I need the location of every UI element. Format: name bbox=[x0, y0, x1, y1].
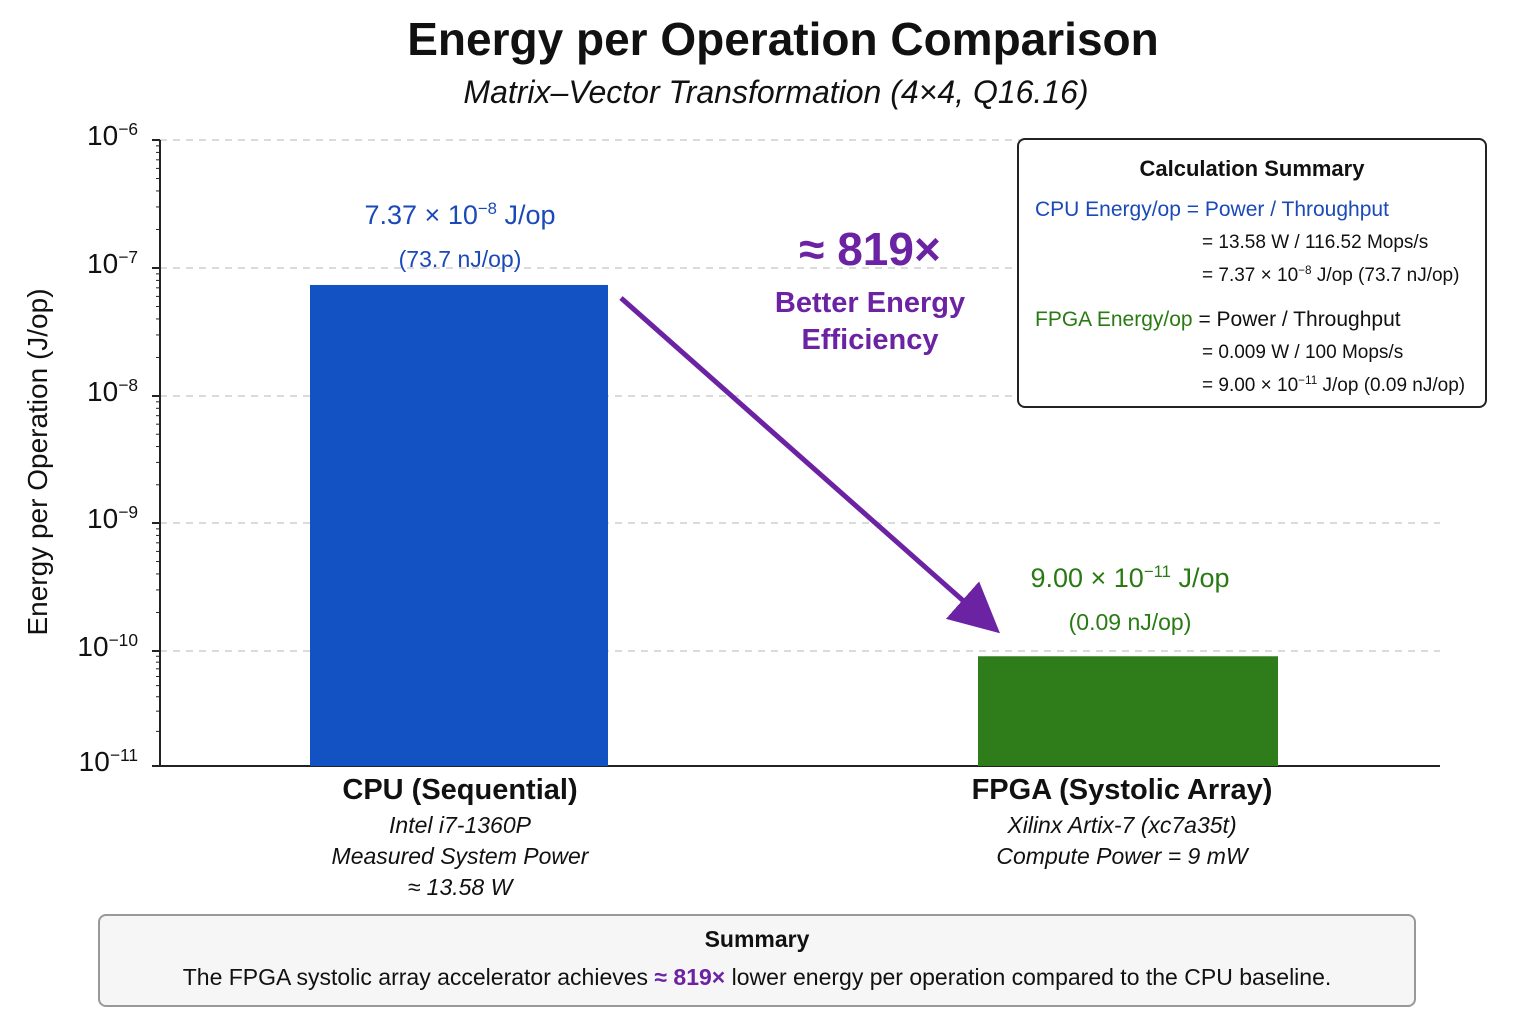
fpga-step2: = 9.00 × 10−11 J/op (0.09 nJ/op) bbox=[1202, 373, 1466, 396]
cpu-step2: = 7.37 × 10−8 J/op (73.7 nJ/op) bbox=[1202, 263, 1460, 286]
category-detail-cpu-1: Intel i7-1360P bbox=[389, 812, 531, 838]
fpga-formula-line: FPGA Energy/op = Power / Throughput bbox=[1035, 308, 1401, 332]
efficiency-ratio: ≈ 819× bbox=[799, 223, 941, 275]
bar-value-label-fpga: 9.00 × 10−11 J/op bbox=[1030, 561, 1230, 593]
category-detail-fpga-1: Xilinx Artix-7 (xc7a35t) bbox=[1007, 812, 1237, 838]
category-detail-cpu-3: ≈ 13.58 W bbox=[407, 874, 513, 900]
summary-highlight: ≈ 819× bbox=[654, 964, 726, 990]
bar-fpga bbox=[978, 656, 1278, 766]
summary-box: Summary The FPGA systolic array accelera… bbox=[98, 914, 1416, 1007]
cpu-step1: = 13.58 W / 116.52 Mops/s bbox=[1202, 232, 1429, 253]
chart-title: Energy per Operation Comparison bbox=[407, 13, 1159, 65]
bar-value-sub-cpu: (73.7 nJ/op) bbox=[398, 246, 522, 272]
category-fpga: FPGA (Systolic Array) Xilinx Artix-7 (xc… bbox=[922, 774, 1322, 869]
cpu-formula-line: CPU Energy/op = Power / Throughput bbox=[1035, 198, 1389, 222]
efficiency-caption: Better Energy Efficiency bbox=[720, 285, 1020, 359]
category-name-cpu: CPU (Sequential) bbox=[342, 774, 578, 806]
fpga-formula: = Power / Throughput bbox=[1198, 308, 1401, 331]
y-tick-label: 10−9 bbox=[87, 501, 138, 534]
y-tick-label: 10−7 bbox=[87, 246, 138, 279]
y-tick-label: 10−10 bbox=[77, 629, 138, 662]
summary-text: The FPGA systolic array accelerator achi… bbox=[182, 964, 1332, 990]
efficiency-caption-line2: Efficiency bbox=[801, 324, 939, 356]
calculation-summary-box: Calculation Summary CPU Energy/op = Powe… bbox=[1017, 138, 1487, 408]
category-detail-fpga-2: Compute Power = 9 mW bbox=[996, 843, 1248, 869]
y-axis-label: Energy per Operation (J/op) bbox=[22, 288, 53, 636]
bar-value-sub-fpga: (0.09 nJ/op) bbox=[1068, 609, 1192, 635]
summary-title: Summary bbox=[704, 926, 810, 952]
category-detail-cpu-2: Measured System Power bbox=[331, 843, 589, 869]
y-tick-label: 10−11 bbox=[78, 744, 138, 777]
cpu-formula: = Power / Throughput bbox=[1186, 198, 1389, 221]
efficiency-arrow bbox=[619, 296, 1000, 634]
y-tick-label: 10−8 bbox=[87, 374, 138, 407]
bar-value-label-cpu: 7.37 × 10−8 J/op bbox=[364, 198, 556, 230]
efficiency-caption-line1: Better Energy bbox=[774, 287, 966, 319]
fpga-energy-label: FPGA Energy/op bbox=[1035, 308, 1193, 331]
cpu-energy-label: CPU Energy/op bbox=[1035, 198, 1181, 221]
chart-subtitle: Matrix–Vector Transformation (4×4, Q16.1… bbox=[463, 74, 1089, 110]
calculation-summary-title: Calculation Summary bbox=[1139, 156, 1365, 181]
bar-cpu bbox=[310, 284, 608, 766]
fpga-step1: = 0.009 W / 100 Mops/s bbox=[1202, 342, 1404, 363]
y-tick-label: 10−6 bbox=[87, 118, 138, 151]
category-cpu: CPU (Sequential) Intel i7-1360P Measured… bbox=[260, 774, 660, 900]
category-name-fpga: FPGA (Systolic Array) bbox=[971, 774, 1273, 806]
